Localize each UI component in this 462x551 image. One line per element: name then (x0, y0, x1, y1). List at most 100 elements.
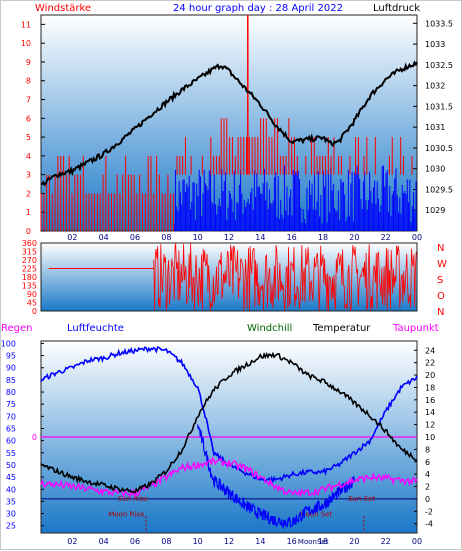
humidity-tick-label: 95 (6, 352, 16, 361)
direction-tick-label: 90 (27, 290, 37, 299)
right-tick-label: 1029 (425, 206, 445, 215)
left-tick-label: 1 (26, 208, 31, 217)
direction-tick-label: 0 (32, 307, 37, 316)
temp-tick-label: 16 (425, 396, 435, 405)
direction-tick-label: 180 (22, 273, 37, 282)
legend-temperature: Temperatur (312, 323, 371, 334)
left-axis-title: Windstärke (35, 3, 91, 14)
x-tick-label: 16 (287, 233, 297, 242)
right-tick-label: 1030.5 (425, 144, 453, 153)
temp-tick-label: 4 (425, 470, 430, 479)
x-tick-label: 00 (412, 233, 422, 242)
temp-tick-label: 0 (425, 495, 430, 504)
humidity-tick-label: 55 (6, 449, 16, 458)
x-tick-label: 16 (287, 537, 297, 546)
right-tick-label: 1032.5 (425, 61, 453, 70)
temp-tick-label: 10 (425, 433, 435, 442)
temp-tick-label: 12 (425, 421, 435, 430)
x-tick-label: 08 (161, 233, 171, 242)
direction-tick-label: 225 (22, 265, 37, 274)
windchill-line (197, 424, 355, 530)
left-tick-label: 10 (21, 39, 31, 48)
moon-rise-label: Moon Rise (108, 510, 144, 518)
humidity-tick-label: 80 (6, 388, 16, 397)
humidity-line (40, 346, 418, 484)
direction-compass-label: S (437, 275, 443, 286)
humidity-tick-label: 85 (6, 376, 16, 385)
right-tick-label: 1029.5 (425, 185, 453, 194)
left-tick-label: 8 (26, 77, 31, 86)
rain-label: 0 (32, 433, 37, 442)
humidity-tick-label: 30 (6, 510, 16, 519)
right-tick-label: 1033.5 (425, 19, 453, 28)
direction-line (153, 243, 417, 311)
legend-humidity: Luftfeuchte (67, 323, 124, 334)
right-tick-label: 1032 (425, 82, 445, 91)
temp-tick-label: -2 (425, 507, 433, 516)
x-tick-label: 04 (99, 233, 109, 242)
x-tick-label: 02 (67, 233, 77, 242)
humidity-tick-label: 90 (6, 364, 16, 373)
x-tick-label: 22 (381, 233, 391, 242)
x-tick-label: 10 (193, 233, 203, 242)
direction-tick-label: 270 (22, 256, 37, 265)
x-tick-label: 20 (349, 537, 359, 546)
temp-tick-label: 2 (425, 483, 430, 492)
left-tick-label: 0 (26, 227, 31, 236)
humidity-tick-label: 100 (1, 339, 16, 348)
chart-marks: 0123456789101110291029.510301030.5103110… (1, 15, 453, 546)
direction-compass-label: W (437, 259, 447, 270)
right-tick-label: 1031 (425, 123, 445, 132)
direction-tick-label: 135 (22, 282, 37, 291)
x-tick-label: 12 (224, 233, 234, 242)
humidity-tick-label: 60 (6, 437, 16, 446)
left-tick-label: 11 (21, 20, 31, 29)
humidity-tick-label: 70 (6, 412, 16, 421)
temp-tick-label: 24 (425, 346, 435, 355)
humidity-tick-label: 25 (6, 522, 16, 531)
moon-set-axis-label: MoonSet (298, 538, 329, 546)
humidity-tick-label: 35 (6, 497, 16, 506)
x-tick-label: 14 (255, 233, 265, 242)
direction-tick-label: 315 (22, 248, 37, 257)
left-tick-label: 3 (26, 171, 31, 180)
left-tick-label: 9 (26, 58, 31, 67)
x-tick-label: 14 (255, 537, 265, 546)
right-tick-label: 1031.5 (425, 102, 453, 111)
temp-tick-label: 6 (425, 458, 430, 467)
left-tick-label: 6 (26, 114, 31, 123)
temp-tick-label: 14 (425, 408, 435, 417)
direction-tick-label: 45 (27, 299, 37, 308)
temperature-line (40, 351, 418, 494)
legend-dewpoint: Taupunkt (392, 323, 439, 334)
temp-tick-label: 20 (425, 371, 435, 380)
x-tick-label: 20 (349, 233, 359, 242)
sun-rise-label: Sun Rise (118, 495, 148, 503)
right-tick-label: 1030 (425, 165, 445, 174)
x-tick-label: 04 (99, 537, 109, 546)
direction-tick-label: 360 (22, 239, 37, 248)
temp-tick-label: 18 (425, 383, 435, 392)
temp-tick-label: 8 (425, 445, 430, 454)
chart-title: 24 hour graph day : 28 April 2022 (173, 3, 343, 14)
x-tick-label: 02 (67, 537, 77, 546)
sun-set-label: Sun Set (348, 495, 375, 503)
x-tick-label: 10 (193, 537, 203, 546)
x-tick-label: 06 (130, 537, 140, 546)
humidity-tick-label: 75 (6, 400, 16, 409)
temp-tick-label: -4 (425, 520, 433, 529)
humidity-tick-label: 45 (6, 473, 16, 482)
x-tick-label: 18 (318, 537, 328, 546)
legend-windchill: Windchill (247, 323, 292, 334)
left-tick-label: 7 (26, 96, 31, 105)
humidity-tick-label: 65 (6, 424, 16, 433)
dewpoint-line (40, 456, 418, 499)
x-tick-label: 08 (161, 537, 171, 546)
humidity-tick-label: 50 (6, 461, 16, 470)
right-tick-label: 1033 (425, 40, 445, 49)
left-tick-label: 5 (26, 133, 31, 142)
left-tick-label: 4 (26, 152, 31, 161)
x-tick-label: 22 (381, 537, 391, 546)
